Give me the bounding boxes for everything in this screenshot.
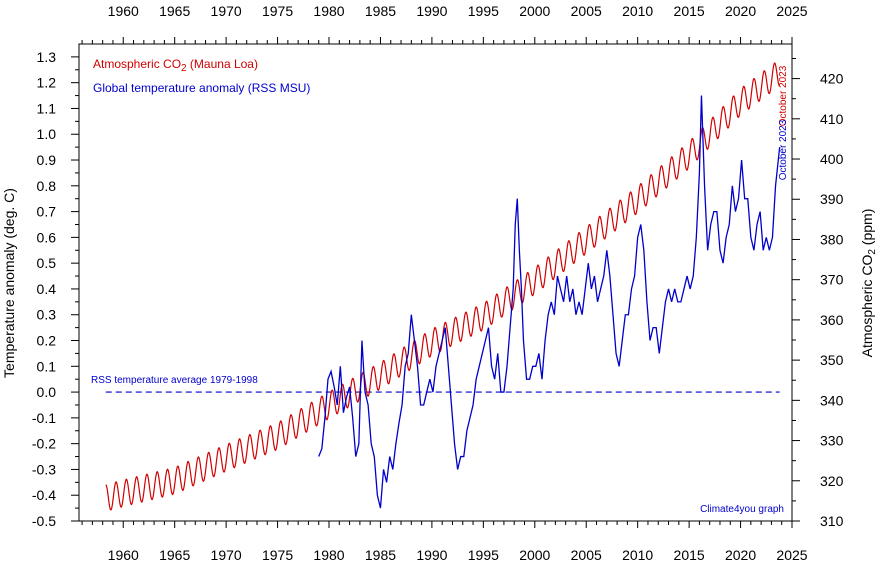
y-left-tick-label: 0.5 xyxy=(37,255,57,271)
y-left-tick-label: 0.6 xyxy=(37,229,57,245)
x-tick-label: 1960 xyxy=(108,3,139,19)
series-line-temperature xyxy=(318,95,781,509)
axis-ticks xyxy=(71,37,800,528)
x-tick-label: 1990 xyxy=(416,547,447,563)
x-tick-label: 2025 xyxy=(776,3,807,19)
y-right-tick-label: 320 xyxy=(820,473,844,489)
x-tick-label: 1995 xyxy=(468,3,499,19)
x-tick-label: 1990 xyxy=(416,3,447,19)
y-right-tick-label: 370 xyxy=(820,272,844,288)
plot-area xyxy=(78,43,793,522)
x-tick-label: 1975 xyxy=(262,547,293,563)
x-tick-label: 1965 xyxy=(159,3,190,19)
chart-credit: Climate4you graph xyxy=(700,504,784,515)
x-tick-label: 2020 xyxy=(725,547,756,563)
x-tick-label: 1970 xyxy=(211,547,242,563)
y-right-tick-label: 380 xyxy=(820,231,844,247)
temperature-end-annotation: October 2023 xyxy=(778,119,789,180)
x-tick-label: 1965 xyxy=(159,547,190,563)
y-left-tick-label: 0.0 xyxy=(37,384,57,400)
y-right-tick-label: 420 xyxy=(820,71,844,87)
y-left-tick-label: 0.4 xyxy=(37,281,57,297)
x-tick-label: 2015 xyxy=(674,547,705,563)
x-tick-label: 2025 xyxy=(776,547,807,563)
y-right-axis-title: Atmospheric CO2 (ppm) xyxy=(859,209,878,358)
y-right-tick-label: 400 xyxy=(820,151,844,167)
x-tick-label: 1985 xyxy=(365,547,396,563)
x-tick-label: 1995 xyxy=(468,547,499,563)
x-tick-label: 2010 xyxy=(622,3,653,19)
y-right-tick-label: 350 xyxy=(820,352,844,368)
temperature-points xyxy=(318,95,780,509)
y-left-tick-label: -0.1 xyxy=(32,410,56,426)
y-left-tick-label: 0.1 xyxy=(37,358,57,374)
y-left-tick-label: 0.7 xyxy=(37,204,57,220)
x-tick-label: 2005 xyxy=(571,547,602,563)
y-right-tick-label: 360 xyxy=(820,312,844,328)
y-right-tick-label: 410 xyxy=(820,111,844,127)
co2-points xyxy=(105,72,780,499)
y-left-tick-label: 1.1 xyxy=(37,100,57,116)
y-right-tick-label: 340 xyxy=(820,392,844,408)
x-tick-label: 2000 xyxy=(519,547,550,563)
y-right-tick-label: 330 xyxy=(820,433,844,449)
x-axis-top-tick-labels: 1960 1965 1970 1975 1980 1985 1990 1995 2000 2005… xyxy=(108,3,808,19)
y-left-tick-label: 1.3 xyxy=(37,49,57,65)
x-tick-label: 1975 xyxy=(262,3,293,19)
legend-entry-co2: Atmospheric CO2 (Mauna Loa) xyxy=(93,57,258,74)
x-tick-label: 2000 xyxy=(519,3,550,19)
x-tick-label: 2005 xyxy=(571,3,602,19)
y-left-tick-label: -0.3 xyxy=(32,461,56,477)
y-left-tick-label: -0.4 xyxy=(32,487,56,503)
y-left-tick-label: 1.2 xyxy=(37,75,57,91)
y-right-tick-labels: 310 320 330 340 350 360 370 380 390 400 410 420 xyxy=(820,71,844,529)
legend-entry-temperature: Global temperature anomaly (RSS MSU) xyxy=(93,81,310,95)
y-right-tick-label: 390 xyxy=(820,191,844,207)
y-left-tick-label: 0.3 xyxy=(37,307,57,323)
y-left-tick-label: 1.0 xyxy=(37,126,57,142)
x-tick-label: 1970 xyxy=(211,3,242,19)
y-left-tick-label: -0.5 xyxy=(32,513,56,529)
y-left-tick-label: 0.8 xyxy=(37,178,57,194)
y-right-tick-label: 310 xyxy=(820,513,844,529)
x-tick-label: 2015 xyxy=(674,3,705,19)
co2-end-annotation: October 2023 xyxy=(778,65,789,126)
y-left-axis-title: Temperature anomaly (deg. C) xyxy=(1,188,17,378)
x-tick-label: 1985 xyxy=(365,3,396,19)
x-tick-label: 2020 xyxy=(725,3,756,19)
x-tick-label: 1960 xyxy=(108,547,139,563)
y-left-tick-labels: -0.5 -0.4 -0.3 -0.2 -0.1 0.0 0.1 0.2 0.3 0.4 0.5 0.… xyxy=(32,49,56,529)
x-tick-label: 2010 xyxy=(622,547,653,563)
y-left-tick-label: 0.2 xyxy=(37,333,57,349)
x-axis-bottom-tick-labels: 1960 1965 1970 1975 1980 1985 1990 1995 2000 2005… xyxy=(108,547,808,563)
x-tick-label: 1980 xyxy=(313,3,344,19)
x-tick-label: 1980 xyxy=(313,547,344,563)
reference-line-label: RSS temperature average 1979-1998 xyxy=(91,375,258,386)
y-left-tick-label: -0.2 xyxy=(32,436,56,452)
y-left-tick-label: 0.9 xyxy=(37,152,57,168)
